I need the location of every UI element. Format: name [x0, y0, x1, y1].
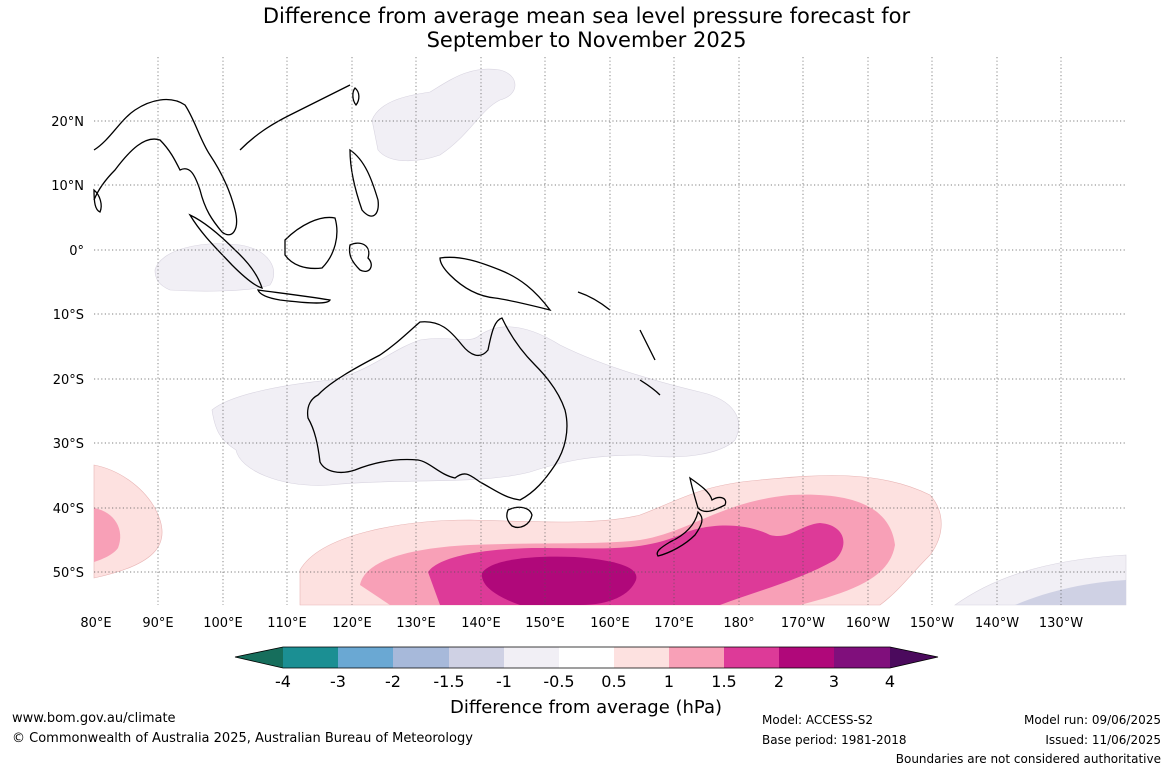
colorbar-swatch-11	[834, 647, 890, 668]
lon-label-80e: 80°E	[80, 616, 111, 631]
nz-south-island-coastline	[656, 510, 703, 557]
colorbar-swatch-2	[338, 647, 393, 668]
lat-label-40s: 40°S	[53, 502, 84, 517]
colorbar-tick: 1.5	[711, 672, 736, 691]
lon-label-100e: 100°E	[203, 616, 243, 631]
footer-copyright: © Commonwealth of Australia 2025, Austra…	[12, 731, 473, 746]
colorbar-swatch-1	[283, 647, 338, 668]
lon-label-160w: 160°W	[846, 616, 890, 631]
footer-issued: Issued: 11/06/2025	[1045, 733, 1161, 747]
colorbar-tick: -4	[275, 672, 291, 691]
footer-model-run: Model run: 09/06/2025	[1023, 713, 1161, 727]
lon-label-110e: 110°E	[267, 616, 307, 631]
colorbar-tick: 1	[664, 672, 674, 691]
vanuatu-coastline	[639, 329, 656, 361]
colorbar-outline	[234, 646, 939, 669]
colorbar-tick: -0.5	[543, 672, 574, 691]
colorbar-swatch-10	[779, 647, 834, 668]
footer-base-period: Base period: 1981-2018	[762, 733, 907, 747]
colorbar-tick: 4	[885, 672, 895, 691]
colorbar-tick: -1.5	[433, 672, 464, 691]
colorbar-swatch-0	[235, 647, 283, 668]
footer-disclaimer: Boundaries are not considered authoritat…	[895, 752, 1161, 766]
anomaly-area-1-1p5-west	[94, 508, 121, 562]
graticule	[94, 57, 1126, 605]
anomaly-area-minus-0p5-indian	[154, 243, 275, 292]
lat-label-0: 0°	[69, 244, 84, 259]
anomaly-area-2-3	[481, 556, 637, 605]
lon-label-90e: 90°E	[142, 616, 173, 631]
colorbar-tick: -2	[385, 672, 401, 691]
sulawesi-coastline	[348, 242, 372, 272]
solomon-islands-coastline	[577, 291, 611, 311]
colorbar-tick: -3	[330, 672, 346, 691]
borneo-coastline	[284, 216, 338, 270]
philippines-coastline	[349, 148, 379, 217]
colorbar-swatch-9	[724, 647, 779, 668]
colorbar-swatch-5	[504, 647, 559, 668]
colorbar-swatch-8	[669, 647, 724, 668]
lon-label-130e: 130°E	[396, 616, 436, 631]
anomaly-area-minus-1-east	[1015, 580, 1126, 605]
colorbar-swatch-3	[393, 647, 449, 668]
title-line-2: September to November 2025	[426, 28, 747, 52]
longitude-labels: 80°E 90°E 100°E 110°E 120°E 130°E 140°E …	[80, 616, 1083, 631]
lat-label-10n: 10°N	[51, 179, 84, 194]
lon-label-150e: 150°E	[525, 616, 565, 631]
nz-north-island-coastline	[689, 476, 727, 513]
colorbar-swatch-4	[449, 647, 504, 668]
anomaly-shading	[93, 68, 1127, 606]
lat-label-20n: 20°N	[51, 115, 84, 130]
colorbar-swatch-6	[559, 647, 614, 668]
map-title: Difference from average mean sea level p…	[0, 4, 1173, 52]
asia-mainland-coastline	[93, 84, 351, 236]
title-line-1: Difference from average mean sea level p…	[262, 4, 911, 28]
lon-label-170w: 170°W	[781, 616, 825, 631]
colorbar-swatch-7	[614, 647, 669, 668]
anomaly-area-minus-0p5-north	[371, 68, 516, 162]
colorbar-tick: 0.5	[601, 672, 626, 691]
taiwan-coastline	[352, 87, 360, 107]
lon-label-150w: 150°W	[910, 616, 954, 631]
java-coastline	[256, 289, 331, 304]
coastlines	[93, 84, 727, 557]
colorbar-swatch-12	[890, 647, 938, 668]
sumatra-coastline	[188, 213, 263, 289]
new-caledonia-coastline	[639, 379, 661, 396]
lat-label-30s: 30°S	[53, 437, 84, 452]
latitude-labels: 20°N 10°N 0° 10°S 20°S 30°S 40°S 50°S	[51, 115, 84, 581]
lon-label-120e: 120°E	[332, 616, 372, 631]
australia-coastline	[306, 317, 568, 501]
colorbar-tick: 2	[774, 672, 784, 691]
colorbar-label: Difference from average (hPa)	[450, 697, 722, 718]
lon-label-160e: 160°E	[590, 616, 630, 631]
lat-label-20s: 20°S	[53, 373, 84, 388]
lon-label-140e: 140°E	[461, 616, 501, 631]
colorbar-ticks: -4 -3 -2 -1.5 -1 -0.5 0.5 1 1.5 2 3 4	[275, 672, 895, 691]
anomaly-area-minus-0p5-australia	[211, 326, 739, 486]
colorbar	[234, 646, 939, 669]
lat-label-10s: 10°S	[53, 308, 84, 323]
colorbar-tick: 3	[829, 672, 839, 691]
footer-url: www.bom.gov.au/climate	[12, 711, 176, 726]
lat-label-50s: 50°S	[53, 566, 84, 581]
lon-label-130w: 130°W	[1039, 616, 1083, 631]
sri-lanka-coastline	[93, 188, 102, 213]
new-guinea-coastline	[439, 256, 552, 312]
lon-label-180: 180°	[723, 616, 754, 631]
lon-label-140w: 140°W	[975, 616, 1019, 631]
lon-label-170e: 170°E	[654, 616, 694, 631]
tasmania-coastline	[506, 506, 533, 529]
colorbar-tick: -1	[496, 672, 512, 691]
footer-model: Model: ACCESS-S2	[762, 713, 874, 727]
